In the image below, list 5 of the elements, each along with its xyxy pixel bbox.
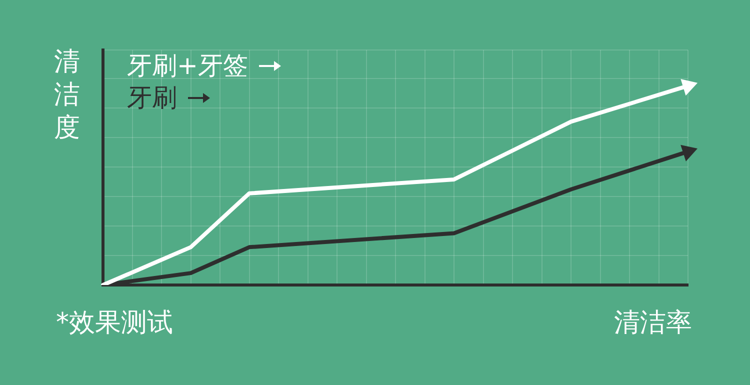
text: *效果测试	[56, 307, 173, 340]
x-axis-title: 清洁率	[614, 307, 692, 340]
legend-label: 牙刷+牙签	[127, 50, 248, 82]
legend-label: 牙刷	[127, 82, 177, 114]
y-axis-title: 清洁度	[54, 46, 81, 145]
